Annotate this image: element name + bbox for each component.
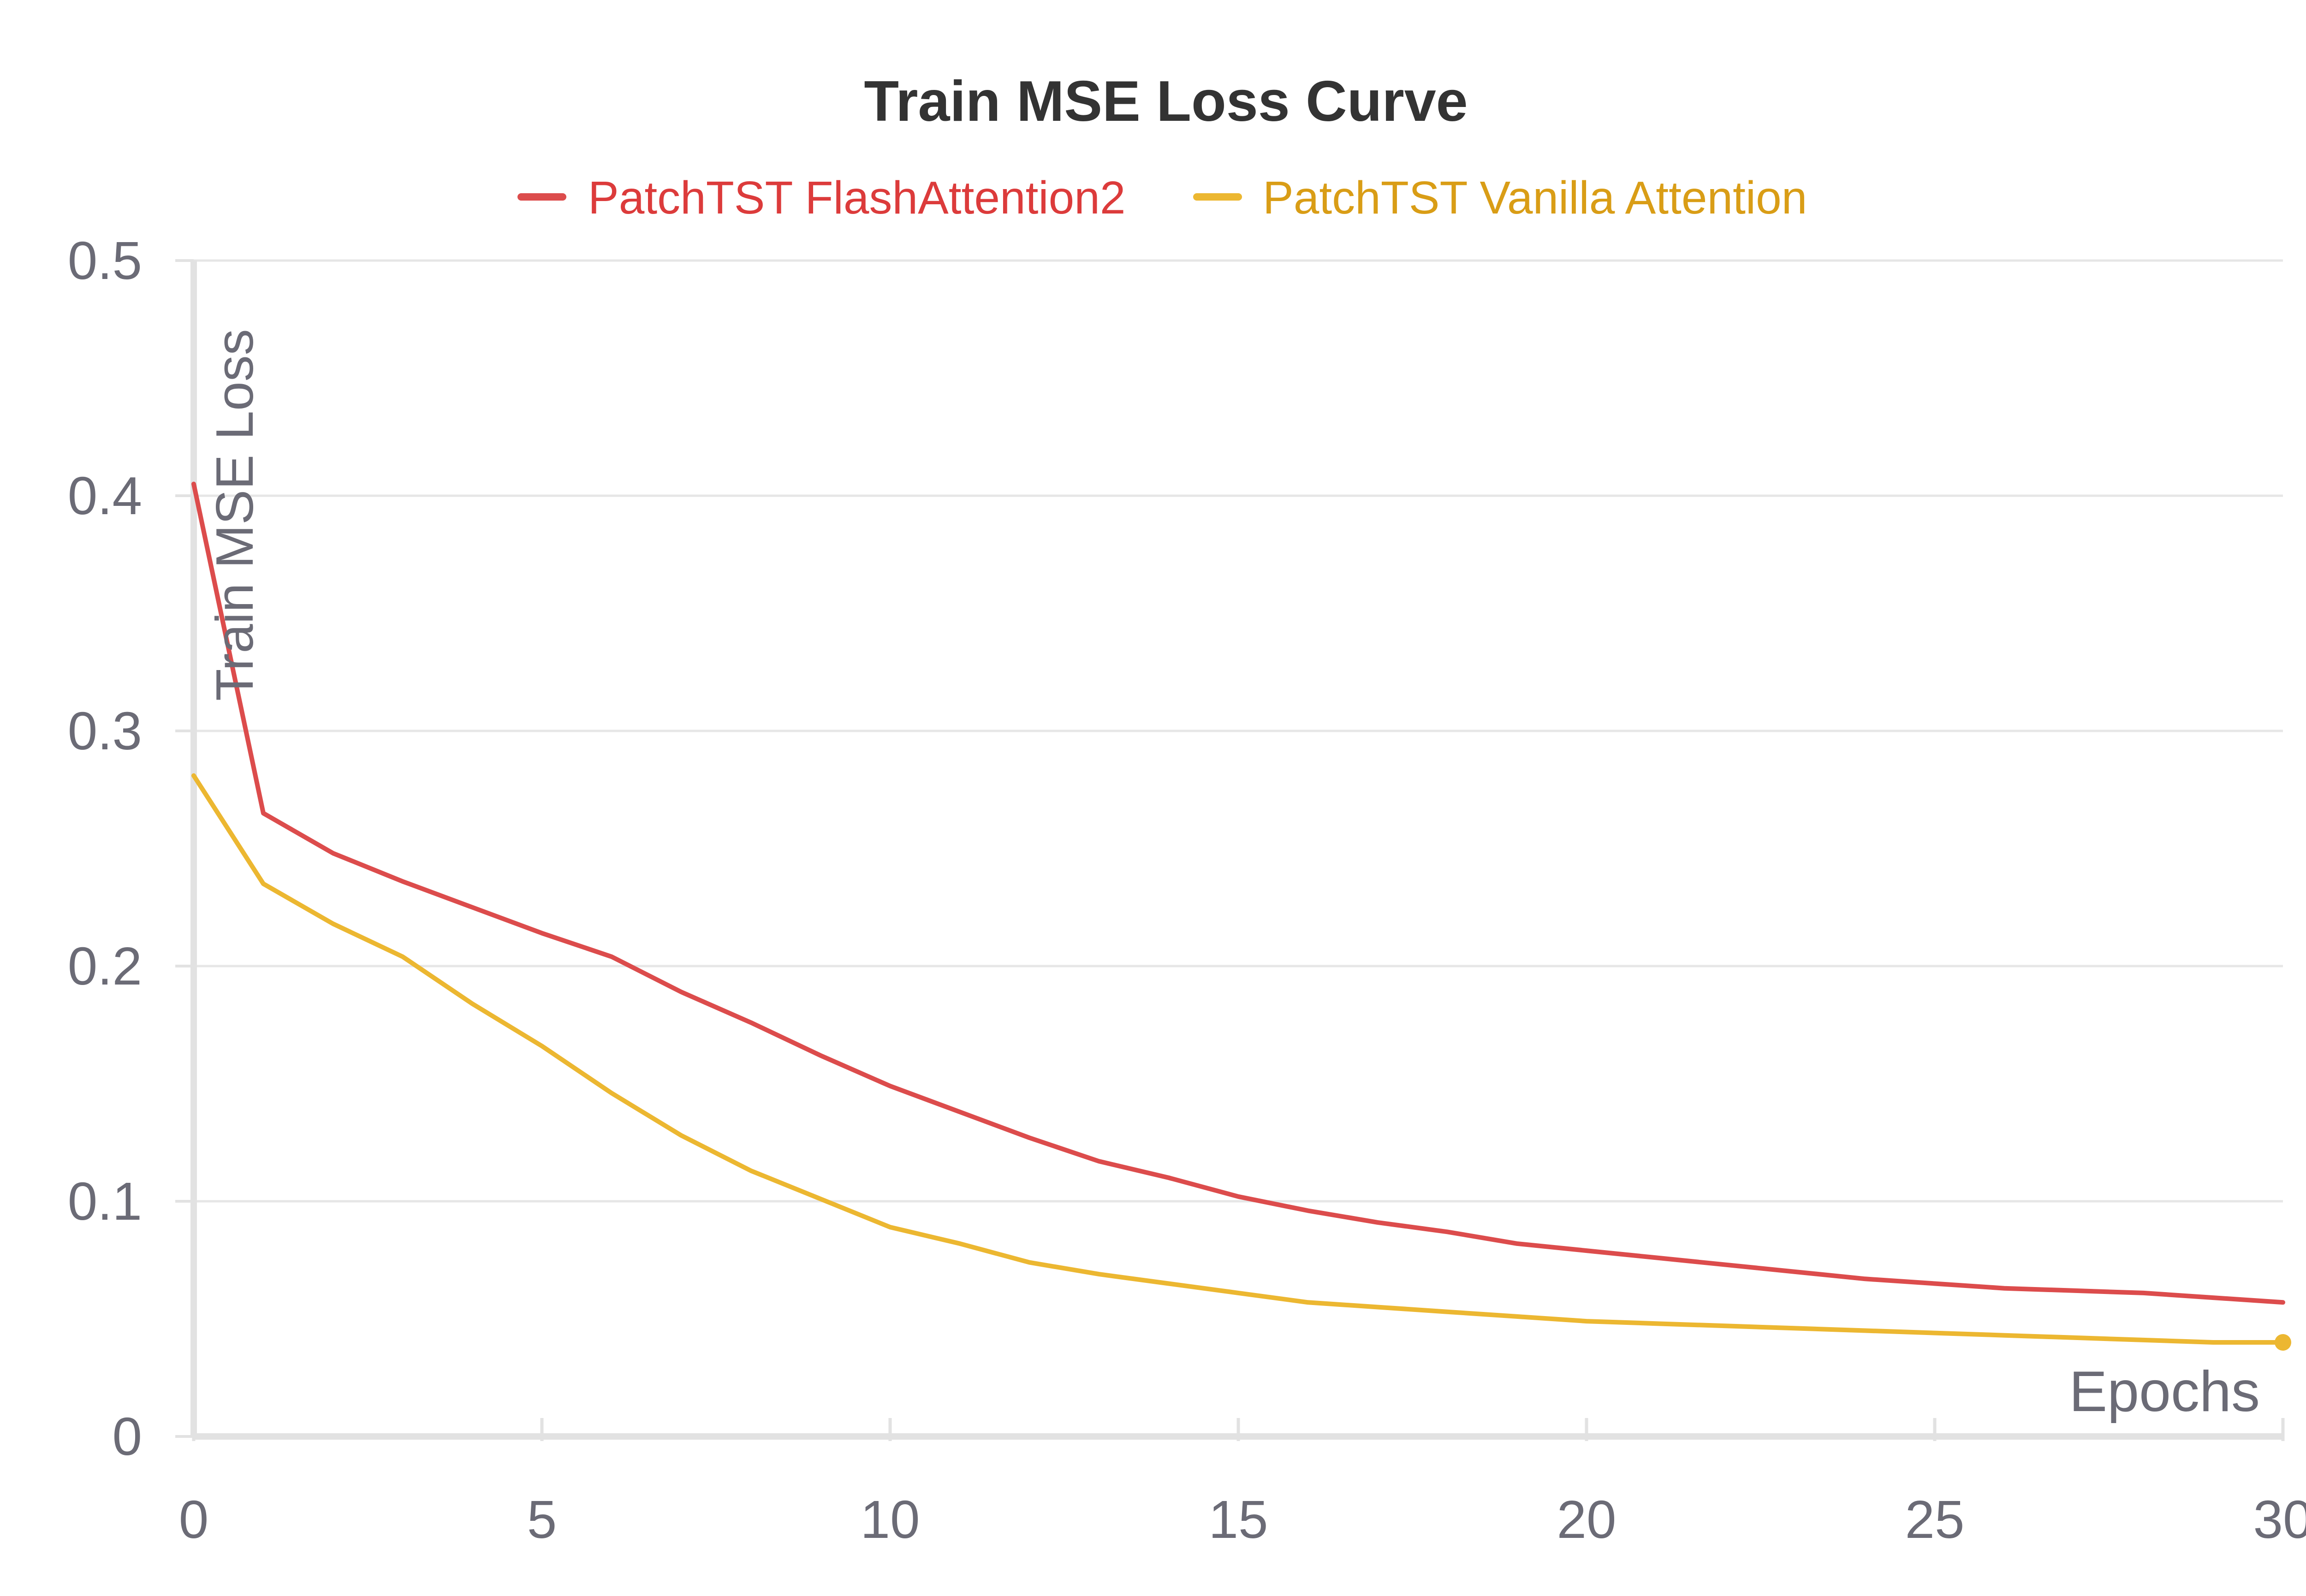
- legend: PatchTST FlashAttention2 PatchTST Vanill…: [517, 172, 1807, 224]
- chart-title: Train MSE Loss Curve: [864, 70, 1468, 133]
- x-tick-label: 5: [527, 1489, 557, 1549]
- x-tick-label: 30: [2253, 1489, 2306, 1549]
- axis-layer: [175, 259, 2285, 1441]
- x-axis-label: Epochs: [2069, 1360, 2260, 1424]
- y-tick-label: 0.2: [68, 936, 142, 996]
- legend-label-vanilla: PatchTST Vanilla Attention: [1263, 172, 1807, 224]
- y-tick-label: 0.1: [68, 1171, 142, 1231]
- y-tick-label: 0.4: [68, 466, 142, 526]
- tick-label-layer: 0 0.1 0.2 0.3 0.4 0.5 0 5 10 15 20 25 30: [68, 231, 2306, 1549]
- y-tick-label: 0.5: [68, 231, 142, 291]
- y-axis-label: Train MSE Loss: [206, 329, 264, 701]
- y-tick-label: 0: [112, 1406, 142, 1466]
- legend-label-flash: PatchTST FlashAttention2: [588, 172, 1125, 224]
- x-tick-label: 20: [1557, 1489, 1616, 1549]
- series-endpoint-marker: [2275, 1334, 2291, 1351]
- x-tick-label: 10: [860, 1489, 920, 1549]
- x-tick-label: 25: [1905, 1489, 1964, 1549]
- series-line-vanilla-attention: [191, 773, 2285, 1345]
- x-tick-label: 0: [179, 1489, 209, 1549]
- x-tick-label: 15: [1208, 1489, 1268, 1549]
- series-line-flashattention2: [191, 481, 2285, 1305]
- series-layer: [191, 481, 2291, 1351]
- grid-layer: [194, 259, 2283, 1203]
- y-tick-label: 0.3: [68, 701, 142, 761]
